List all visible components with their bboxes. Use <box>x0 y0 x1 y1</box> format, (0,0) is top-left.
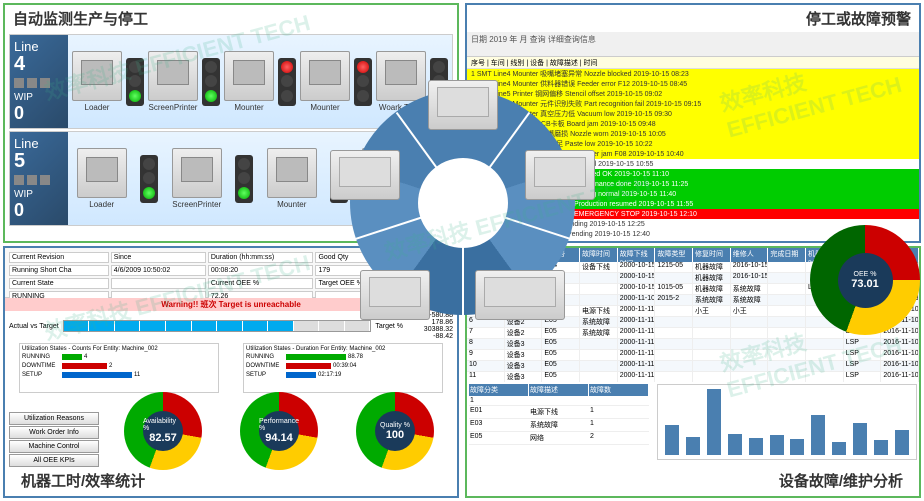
station[interactable]: Mounter <box>224 51 274 112</box>
alarm-row[interactable]: 2 SMT Line4 Mounter 供料器错误 Feeder error F… <box>467 79 919 89</box>
panel-title: 自动监测生产与停工 <box>5 5 457 32</box>
util-duration-chart: Utilization States - Duration For Entity… <box>243 343 443 393</box>
station[interactable]: Loader <box>77 148 127 209</box>
panel-title: 设备故障/维护分析 <box>771 467 911 494</box>
machine-icon <box>148 51 198 101</box>
station[interactable]: Loader <box>72 51 122 112</box>
gauge: Performance %94.14 <box>240 392 318 470</box>
station[interactable]: Mounter <box>267 148 317 209</box>
gauge: Quality %100 <box>356 392 434 470</box>
machine-icon <box>172 148 222 198</box>
equipment-icon <box>525 150 595 200</box>
button-column: Utilization ReasonsWork Order InfoMachin… <box>9 411 99 468</box>
alarm-header: 序号 | 车间 | 线别 | 设备 | 故障描述 | 时间 <box>467 57 919 69</box>
panel-title: 停工或故障预警 <box>467 5 919 32</box>
oee-button[interactable]: Utilization Reasons <box>9 412 99 425</box>
alarm-toolbar[interactable]: 日期 2019 年 月 查询 详细查询信息 <box>467 32 919 57</box>
equipment-icon <box>428 80 498 130</box>
traffic-light <box>278 58 296 106</box>
progress-bar <box>63 320 372 332</box>
chart-title: Utilization States - Counts For Entity: … <box>22 346 216 352</box>
machine-icon <box>224 51 274 101</box>
line-info: Line4 WIP0 <box>10 35 68 128</box>
line-info: Line5 WIP0 <box>10 132 68 225</box>
traffic-light <box>126 58 144 106</box>
station[interactable]: ScreenPrinter <box>148 51 198 112</box>
oee-button[interactable]: All OEE KPIs <box>9 454 99 467</box>
fault-bar-chart <box>657 384 917 460</box>
progress-target-label: Target % <box>375 323 403 330</box>
progress-label: Actual vs Target <box>9 323 59 330</box>
machine-icon <box>77 148 127 198</box>
equipment-icon <box>330 150 400 200</box>
machine-icon <box>267 148 317 198</box>
fault-stat-table: 故障分类故障描述故障数 1E01电源下线1E03系统故障1E05网络2 <box>469 384 649 460</box>
panel-title: 机器工时/效率统计 <box>13 467 153 494</box>
equipment-icon <box>360 270 430 320</box>
maint-row[interactable]: 9设备3E052000-11-11LSP2016-11-10 <box>467 350 919 361</box>
oee-main-gauge: OEE % 73.01 <box>810 225 920 335</box>
center-equipment-wheel <box>350 90 575 315</box>
oee-button[interactable]: Work Order Info <box>9 426 99 439</box>
util-count-chart: Utilization States - Counts For Entity: … <box>19 343 219 393</box>
station[interactable]: Mounter <box>300 51 350 112</box>
machine-icon <box>72 51 122 101</box>
traffic-light <box>202 58 220 106</box>
alarm-row[interactable]: 1 SMT Line4 Mounter 吸嘴堵塞异常 Nozzle blocke… <box>467 69 919 79</box>
chart-title: Utilization States - Duration For Entity… <box>246 346 440 352</box>
gauge-label: OEE % <box>854 271 877 278</box>
traffic-light <box>140 155 158 203</box>
maint-row[interactable]: 8设备3E052000-11-11LSP2016-11-10 <box>467 339 919 350</box>
maint-row[interactable]: 11设备3E052000-11-11LSP2016-11-10 <box>467 372 919 382</box>
gauge: Availability %82.57 <box>124 392 202 470</box>
traffic-light <box>235 155 253 203</box>
station[interactable]: ScreenPrinter <box>172 148 222 209</box>
machine-icon <box>300 51 350 101</box>
gauge-value: 73.01 <box>851 278 879 290</box>
oee-button[interactable]: Machine Control <box>9 440 99 453</box>
maint-row[interactable]: 10设备3E052000-11-11LSP2016-11-10 <box>467 361 919 372</box>
equipment-icon <box>475 270 565 320</box>
